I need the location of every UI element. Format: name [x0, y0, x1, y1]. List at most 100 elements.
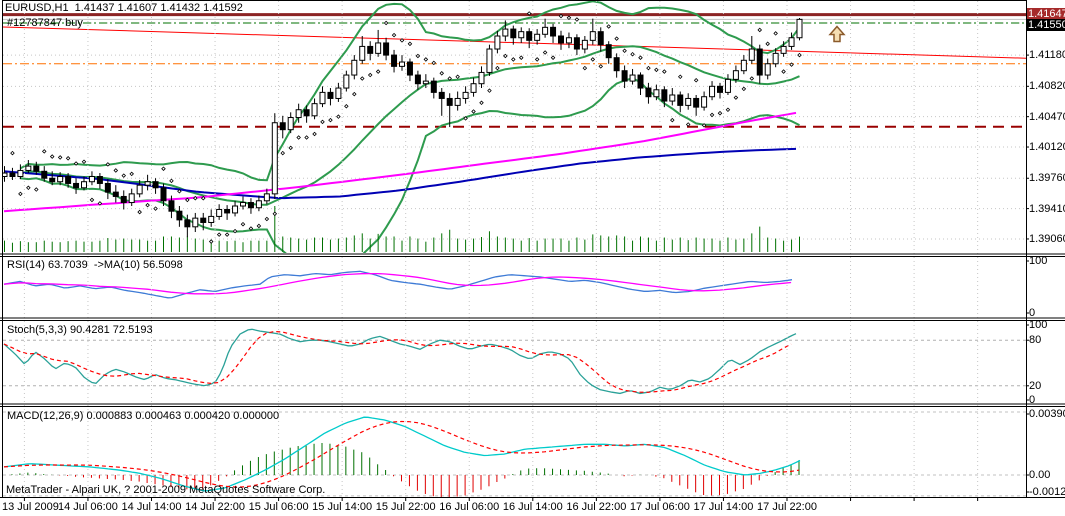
candle-body: [311, 103, 318, 117]
candle-body: [510, 28, 517, 39]
sar-dot: [415, 53, 421, 59]
candle-body: [49, 177, 56, 183]
candle-bearish: [510, 25, 517, 45]
price-scale[interactable]: 1.41550 1.41180 1.40820 1.40470 1.40120 1.397…: [1026, 0, 1065, 498]
candle-bearish: [558, 30, 564, 50]
candle-body: [677, 94, 684, 106]
candle-body: [653, 89, 660, 98]
candle-bearish: [414, 70, 421, 90]
candle-bullish: [192, 212, 199, 233]
candle-bearish: [160, 183, 167, 207]
sar-dot: [646, 65, 651, 71]
time-axis-label: 15 Jul 22:00: [375, 501, 436, 513]
candle-body: [88, 176, 95, 183]
candle-body: [693, 97, 700, 108]
candle-body: [645, 87, 652, 98]
chart-title: EURUSD,H1 1.41437 1.41607 1.41432 1.4159…: [5, 2, 243, 14]
candle-body: [740, 59, 747, 72]
sar-dot: [622, 48, 627, 54]
candle-bearish: [224, 205, 231, 220]
sar-dot: [105, 162, 111, 167]
macd-pane[interactable]: [3, 411, 1026, 498]
sar-dot: [41, 149, 47, 154]
time-scale[interactable]: 13 Jul 2009 14 Jul 06:00 14 Jul 14:00 14 Ju…: [0, 498, 1065, 516]
price-box-black: 1.41550: [1027, 19, 1065, 31]
candle-bearish: [247, 198, 254, 214]
price-tick-label: 1.40820: [1029, 80, 1065, 93]
sar-dot: [57, 155, 63, 160]
candle-bullish: [359, 36, 366, 64]
candle-body: [33, 165, 40, 172]
stoch-scale-label: 20: [1029, 379, 1042, 392]
candle-bullish: [653, 84, 660, 101]
sar-dot: [177, 188, 182, 194]
candle-bearish: [65, 173, 72, 188]
sar-dot: [558, 13, 564, 19]
buy-arrow-icon: [828, 25, 846, 43]
candle-bullish: [740, 55, 747, 75]
candle-bearish: [526, 28, 533, 49]
rsi-ma-line: [3, 272, 792, 295]
candle-bullish: [542, 18, 549, 38]
macd-indicator-label: MACD(12,26,9) 0.000883 0.000463 0.000420…: [7, 410, 280, 422]
sar-dot: [518, 55, 524, 60]
rsi-scale-label: 0: [1029, 307, 1036, 319]
candle-body: [454, 97, 461, 106]
rsi-pane[interactable]: [3, 270, 793, 299]
candle-body: [263, 193, 270, 202]
candle-bearish: [152, 178, 159, 194]
candle-body: [319, 91, 326, 105]
candle-bullish: [764, 58, 771, 80]
candle-body: [112, 191, 119, 197]
candle-body: [25, 165, 32, 171]
sar-dot: [200, 195, 206, 201]
candle-body: [669, 94, 676, 102]
candle-body: [327, 91, 334, 99]
stoch-scale-label: 80: [1029, 334, 1042, 347]
candle-body: [558, 35, 564, 44]
candle-bullish: [17, 164, 24, 180]
stoch-pane[interactable]: [3, 328, 1026, 395]
sar-dot: [49, 154, 55, 159]
candle-bullish: [494, 30, 501, 54]
candle-bullish: [3, 166, 8, 182]
sar-dot: [391, 32, 397, 38]
candle-bearish: [391, 49, 398, 73]
candle-bullish: [486, 44, 493, 76]
candle-body: [120, 195, 127, 204]
sar-dot: [208, 239, 214, 244]
sar-dot: [526, 11, 532, 16]
sar-dot: [272, 211, 278, 217]
sar-dot: [797, 52, 802, 58]
candle-bearish: [96, 173, 103, 189]
candle-body: [565, 37, 572, 44]
trend-line[interactable]: [0, 26, 1065, 60]
candle-bullish: [399, 55, 405, 71]
sar-dot: [733, 95, 739, 100]
sar-dot: [65, 156, 71, 161]
candle-body: [589, 31, 596, 41]
macd-scale-label: 0.00390: [1029, 408, 1065, 420]
candle-body: [359, 45, 366, 61]
macd-line: [3, 416, 801, 492]
candle-body: [104, 182, 111, 193]
candle-body: [597, 31, 604, 46]
candle-bearish: [41, 166, 48, 182]
candle-body: [176, 210, 183, 221]
candle-body: [247, 202, 254, 209]
main-pane[interactable]: [0, 1, 1065, 273]
candle-body: [406, 61, 413, 76]
sar-dot: [550, 55, 556, 60]
sar-dot: [336, 114, 341, 119]
candle-bearish: [73, 178, 80, 194]
sar-dot: [495, 65, 500, 71]
candle-bearish: [621, 65, 628, 89]
rsi-scale-label: 100: [1029, 255, 1048, 267]
candle-bullish: [470, 77, 477, 97]
sar-dot: [216, 232, 222, 237]
candle-body: [216, 208, 223, 217]
candle-body: [494, 35, 501, 50]
copyright-text: MetaTrader - Alpari UK, ? 2001-2009 Meta…: [6, 484, 326, 496]
candle-bullish: [534, 29, 541, 45]
